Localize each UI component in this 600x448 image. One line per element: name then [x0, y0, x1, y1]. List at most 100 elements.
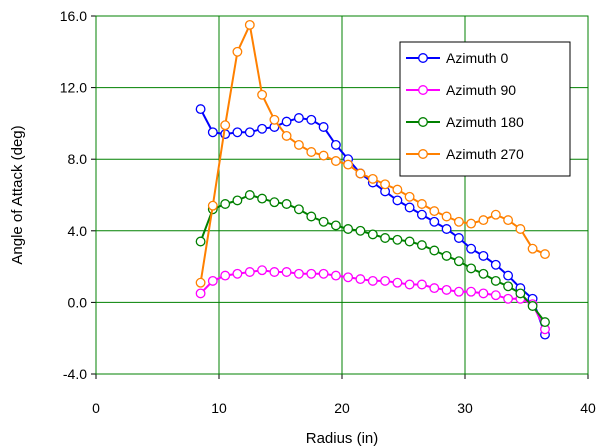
data-point	[195, 104, 206, 115]
data-point	[269, 114, 280, 125]
y-tick-label: 12.0	[60, 80, 87, 96]
data-point	[306, 147, 317, 157]
data-point	[404, 202, 415, 213]
data-point	[220, 270, 231, 281]
data-point	[207, 127, 218, 138]
data-point	[429, 216, 440, 227]
data-point	[244, 19, 255, 30]
data-point	[416, 199, 427, 209]
data-point	[330, 156, 341, 166]
data-point	[441, 211, 452, 222]
gridlines	[95, 15, 589, 375]
data-point	[392, 195, 403, 206]
data-point	[367, 173, 378, 184]
data-point	[318, 150, 329, 161]
data-point	[441, 284, 452, 295]
data-point	[293, 268, 304, 279]
x-tick-label: 20	[334, 400, 350, 416]
data-point	[318, 122, 329, 132]
data-point	[244, 127, 255, 138]
data-point	[281, 116, 292, 127]
data-point	[269, 197, 280, 208]
x-tick-label: 0	[92, 400, 100, 416]
x-tick-label: 30	[457, 400, 473, 416]
data-point	[281, 199, 292, 209]
y-tick-label: 4.0	[68, 223, 88, 239]
data-point	[392, 234, 403, 245]
data-point	[355, 225, 366, 236]
data-point	[404, 191, 415, 202]
data-point	[244, 190, 255, 200]
data-point	[330, 220, 341, 231]
data-point	[404, 236, 415, 247]
legend-label: Azimuth 270	[446, 146, 524, 162]
legend-label: Azimuth 0	[446, 50, 508, 66]
data-point	[367, 229, 378, 240]
data-point	[257, 265, 268, 276]
x-tick-label: 10	[211, 400, 227, 416]
data-point	[318, 268, 329, 279]
data-point	[232, 46, 243, 57]
plot-border	[95, 15, 589, 375]
data-point	[355, 274, 366, 285]
data-point	[343, 159, 354, 170]
data-point	[257, 89, 268, 100]
data-point	[207, 200, 218, 211]
data-point	[441, 250, 452, 261]
data-point	[503, 215, 514, 226]
data-point	[429, 206, 440, 217]
data-point	[478, 268, 489, 279]
x-tick-label: 40	[580, 400, 596, 416]
data-point	[380, 275, 391, 286]
data-point	[429, 245, 440, 256]
data-point	[453, 286, 464, 297]
data-point	[527, 301, 538, 311]
tick-labels: -4.0 0.0 4.0 8.0 12.0 16.0 0 10 20 30 40	[60, 8, 596, 416]
data-point	[453, 233, 464, 243]
data-point	[466, 286, 477, 297]
data-point	[515, 224, 526, 234]
data-point	[466, 243, 477, 254]
data-point	[380, 179, 391, 190]
data-point	[343, 272, 354, 283]
data-point	[490, 259, 501, 270]
data-point	[355, 168, 366, 179]
data-point	[306, 114, 317, 125]
legend-swatch-marker	[418, 117, 428, 127]
data-point	[330, 139, 341, 150]
x-axis-title: Radius (in)	[306, 430, 379, 447]
data-point	[380, 233, 391, 243]
data-point	[540, 317, 550, 328]
legend-label: Azimuth 180	[446, 114, 524, 130]
legend-label: Azimuth 90	[446, 82, 516, 98]
data-point	[527, 243, 538, 254]
series-azimuth-270	[195, 19, 550, 288]
data-point	[293, 204, 304, 215]
series-azimuth-180	[195, 190, 550, 328]
data-point	[195, 277, 206, 288]
data-point	[306, 211, 317, 222]
data-point	[416, 279, 427, 290]
data-point	[466, 218, 477, 229]
series-layer	[195, 19, 550, 340]
data-point	[232, 127, 243, 138]
data-point	[490, 209, 501, 220]
data-point	[232, 195, 243, 206]
y-axis-title: Angle of Attack (deg)	[9, 125, 26, 264]
series-azimuth-90	[195, 265, 550, 335]
legend-swatch-marker	[418, 85, 428, 95]
data-point	[318, 216, 329, 227]
data-point	[478, 215, 489, 226]
data-point	[540, 249, 550, 260]
data-point	[269, 267, 280, 277]
data-point	[367, 275, 378, 286]
data-point	[453, 216, 464, 227]
y-tick-label: 16.0	[60, 8, 87, 24]
data-point	[244, 267, 255, 277]
data-point	[281, 130, 292, 141]
data-point	[478, 250, 489, 261]
legend-swatch-marker	[418, 53, 428, 63]
data-point	[441, 224, 452, 234]
data-point	[195, 288, 206, 299]
data-point	[416, 240, 427, 251]
